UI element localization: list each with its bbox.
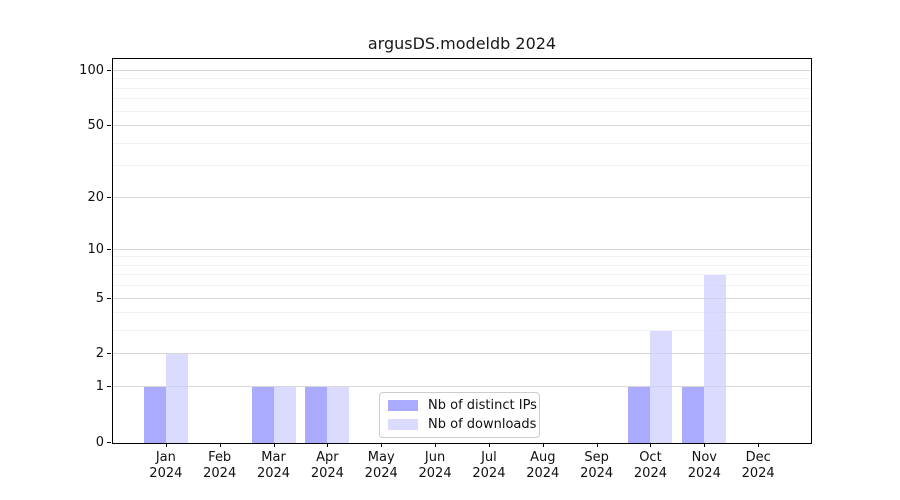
- y-tick-mark: [107, 353, 111, 355]
- bar-nb-of-distinct-ips-jan: [143, 387, 166, 443]
- y-tick-mark: [107, 297, 111, 299]
- legend-item-downloads: Nb of downloads: [388, 417, 539, 433]
- y-tick-label: 5: [95, 290, 104, 306]
- y-tick-label: 2: [95, 346, 104, 362]
- x-tick-label: Aug 2024: [526, 450, 560, 481]
- gridline-minor: [113, 264, 811, 266]
- x-tick-label: Feb 2024: [203, 450, 237, 481]
- gridline-minor: [113, 312, 811, 314]
- y-tick-label: 50: [87, 117, 104, 133]
- y-tick-label: 0: [95, 435, 104, 450]
- x-tick-label: Nov 2024: [687, 450, 721, 481]
- gridline-minor: [113, 256, 811, 258]
- y-tick-mark: [107, 196, 111, 198]
- gridline-major: [113, 69, 811, 71]
- bar-nb-of-downloads-mar: [273, 387, 296, 443]
- gridline-major: [113, 248, 811, 250]
- gridline-major: [113, 196, 811, 198]
- x-tick-label: Jul 2024: [472, 450, 506, 481]
- y-tick-label: 100: [79, 62, 104, 78]
- y-tick-mark: [107, 386, 111, 388]
- gridline-major: [113, 386, 811, 388]
- gridline-minor: [113, 87, 811, 89]
- legend-label-distinct-ips: Nb of distinct IPs: [428, 397, 537, 413]
- y-tick-mark: [107, 442, 111, 443]
- bar-nb-of-distinct-ips-mar: [251, 387, 274, 443]
- y-tick-label: 20: [87, 189, 104, 205]
- bar-nb-of-distinct-ips-oct: [628, 387, 651, 443]
- x-tick-label: May 2024: [364, 450, 398, 481]
- y-tick-label: 10: [87, 241, 104, 257]
- gridline-minor: [113, 285, 811, 287]
- plot-area: [112, 58, 812, 444]
- bar-nb-of-downloads-jan: [165, 354, 188, 443]
- gridline-major: [113, 353, 811, 355]
- y-tick-label: 1: [95, 379, 104, 395]
- y-tick-mark: [107, 124, 111, 126]
- y-tick-mark: [107, 248, 111, 250]
- x-tick-label: Dec 2024: [741, 450, 775, 481]
- gridline-minor: [113, 330, 811, 332]
- gridline-major: [113, 124, 811, 126]
- gridline-minor: [113, 110, 811, 112]
- legend-swatch-distinct-ips-icon: [388, 400, 418, 411]
- x-tick-label: Oct 2024: [633, 450, 667, 481]
- gridline-minor: [113, 98, 811, 100]
- chart-title: argusDS.modeldb 2024: [367, 34, 557, 53]
- gridline-minor: [113, 165, 811, 167]
- legend: Nb of distinct IPs Nb of downloads: [379, 392, 540, 438]
- legend-item-distinct-ips: Nb of distinct IPs: [388, 398, 539, 414]
- gridline-minor: [113, 274, 811, 276]
- gridline-minor: [113, 78, 811, 80]
- bar-nb-of-distinct-ips-apr: [305, 387, 328, 443]
- gridline-minor: [113, 142, 811, 144]
- x-tick-label: Jun 2024: [418, 450, 452, 481]
- x-tick-label: Apr 2024: [310, 450, 344, 481]
- bar-nb-of-distinct-ips-nov: [682, 387, 705, 443]
- x-tick-label: Mar 2024: [256, 450, 291, 481]
- x-tick-label: Jan 2024: [149, 450, 183, 481]
- legend-swatch-downloads-icon: [388, 419, 418, 430]
- legend-label-downloads: Nb of downloads: [428, 416, 537, 432]
- y-tick-mark: [107, 69, 111, 71]
- gridline-major: [113, 297, 811, 299]
- bar-nb-of-downloads-nov: [704, 275, 727, 443]
- x-tick-label: Sep 2024: [580, 450, 614, 481]
- bar-nb-of-downloads-oct: [650, 331, 673, 443]
- bar-nb-of-downloads-apr: [327, 387, 350, 443]
